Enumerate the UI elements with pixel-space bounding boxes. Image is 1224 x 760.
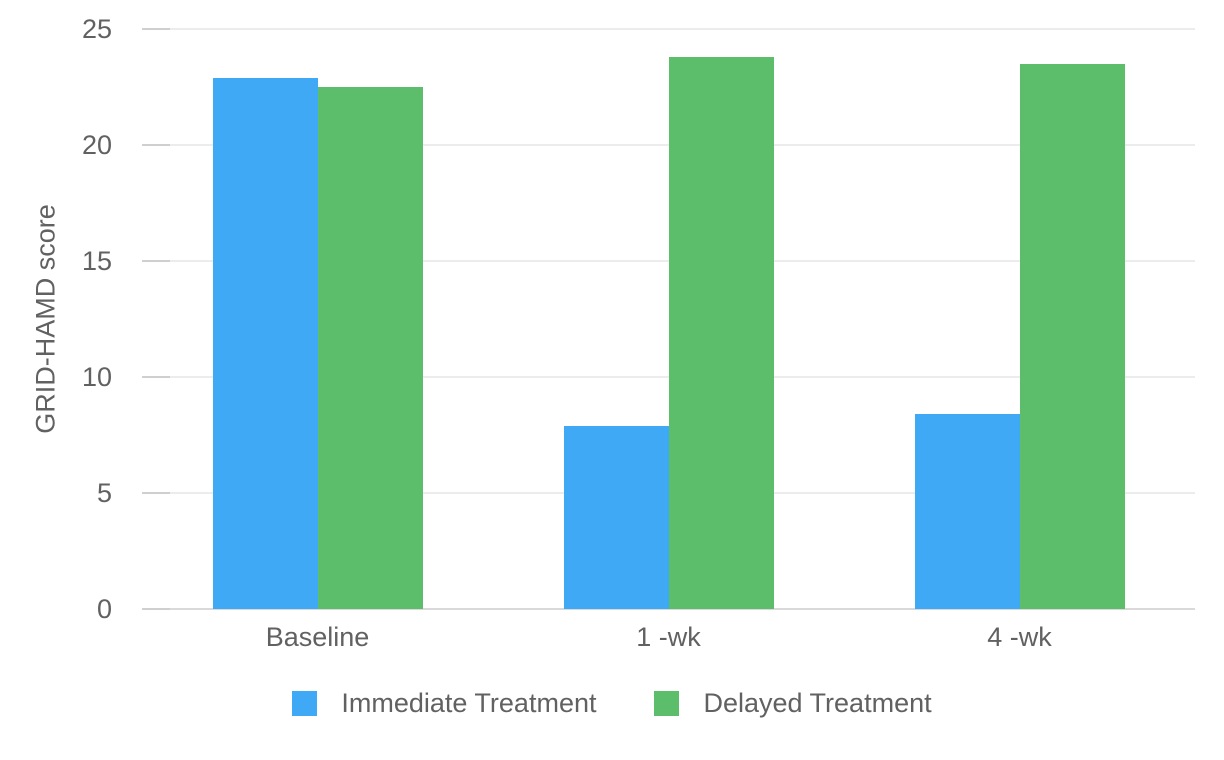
- bar-delayed-treatment-baseline[interactable]: [317, 87, 423, 609]
- legend-label-immediate-treatment: Immediate Treatment: [341, 688, 597, 718]
- y-tick-label: 20: [81, 130, 112, 160]
- y-tick-mark: [142, 260, 170, 262]
- legend-swatch-delayed-treatment: [654, 691, 680, 716]
- y-tick-mark: [142, 608, 170, 610]
- y-tick-mark: [142, 144, 170, 146]
- x-tick-label-baseline: Baseline: [265, 622, 370, 652]
- y-tick-label: 25: [81, 14, 112, 44]
- y-tick-mark: [142, 28, 170, 30]
- bar-immediate-treatment-4-wk[interactable]: [914, 414, 1020, 609]
- x-axis-line: [142, 608, 1195, 610]
- x-tick-label-1-wk: 1 -wk: [636, 622, 701, 652]
- legend-swatch-immediate-treatment: [292, 691, 318, 716]
- bar-immediate-treatment-1-wk[interactable]: [563, 425, 669, 609]
- y-tick-label: 15: [81, 246, 112, 276]
- y-tick-label: 10: [81, 362, 112, 392]
- legend: Immediate Treatment Delayed Treatment: [0, 688, 1224, 719]
- bar-delayed-treatment-1-wk[interactable]: [668, 56, 774, 609]
- bar-immediate-treatment-baseline[interactable]: [212, 77, 318, 609]
- gridline: [142, 28, 1195, 30]
- y-tick-label: 5: [96, 478, 112, 508]
- x-tick-label-4-wk: 4 -wk: [987, 622, 1052, 652]
- legend-item-immediate-treatment[interactable]: Immediate Treatment: [292, 688, 596, 719]
- bar-delayed-treatment-4-wk[interactable]: [1019, 63, 1125, 609]
- legend-label-delayed-treatment: Delayed Treatment: [703, 688, 932, 718]
- y-tick-label: 0: [96, 594, 112, 624]
- y-tick-mark: [142, 492, 170, 494]
- y-axis-title: GRID-HAMD score: [30, 204, 61, 434]
- y-tick-mark: [142, 376, 170, 378]
- legend-item-delayed-treatment[interactable]: Delayed Treatment: [654, 688, 932, 719]
